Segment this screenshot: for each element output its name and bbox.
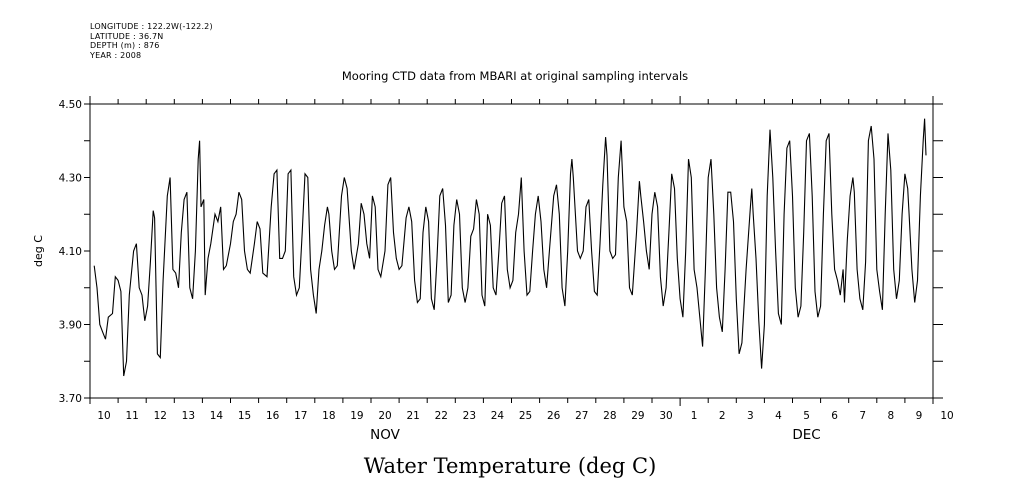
y-tick-label: 3.70 — [59, 393, 82, 405]
x-tick-label: 14 — [210, 410, 224, 422]
x-tick-label: 11 — [125, 410, 138, 422]
x-tick-label: 29 — [631, 410, 644, 422]
x-tick-label: 20 — [378, 410, 391, 422]
x-tick-label: 2 — [719, 410, 726, 422]
x-axis: 10 11 12 13 14 15 16 17 18 19 20 21 22 23 24 25 26 27 28 29… — [89, 96, 954, 422]
x-tick-label: 28 — [603, 410, 616, 422]
y-tick-label: 3.90 — [59, 320, 82, 332]
x-tick-label: 1 — [691, 410, 698, 422]
figure-caption: Water Temperature (deg C) — [363, 454, 657, 478]
x-tick-label: 24 — [491, 410, 505, 422]
x-tick-label: 19 — [350, 410, 363, 422]
x-tick-label: 26 — [547, 410, 561, 422]
meta-latitude: LATITUDE : 36.7N — [90, 31, 164, 41]
month-label: NOV — [370, 427, 400, 443]
chart-title: Mooring CTD data from MBARI at original … — [341, 69, 689, 83]
x-tick-label: 7 — [859, 410, 866, 422]
x-tick-label: 13 — [182, 410, 195, 422]
x-tick-label: 10 — [97, 410, 110, 422]
x-tick-label: 4 — [775, 410, 782, 422]
x-tick-label: 25 — [519, 410, 532, 422]
x-tick-label: 15 — [238, 410, 251, 422]
x-tick-label: 9 — [916, 410, 923, 422]
x-tick-label: 30 — [659, 410, 672, 422]
x-tick-label: 17 — [294, 410, 307, 422]
x-tick-label: 18 — [322, 410, 335, 422]
x-tick-label: 5 — [803, 410, 810, 422]
x-tick-label: 16 — [266, 410, 280, 422]
month-label: DEC — [792, 427, 820, 443]
x-tick-label: 10 — [940, 410, 953, 422]
meta-longitude: LONGITUDE : 122.2W(-122.2) — [90, 22, 213, 31]
meta-year: YEAR : 2008 — [90, 50, 142, 60]
month-labels: NOV DEC — [370, 427, 821, 443]
x-tick-label: 22 — [435, 410, 448, 422]
metadata-block: LONGITUDE : 122.2W(-122.2) LATITUDE : 36… — [90, 22, 213, 60]
x-tick-label: 23 — [463, 410, 476, 422]
x-tick-label: 12 — [154, 410, 167, 422]
y-tick-label: 4.10 — [59, 246, 82, 258]
x-tick-label: 6 — [831, 410, 838, 422]
y-tick-label: 4.50 — [59, 99, 82, 111]
y-axis: 3.70 3.90 4.10 4.30 4.50 — [59, 99, 943, 405]
x-tick-label: 21 — [406, 410, 419, 422]
series-line-water-temperature — [93, 118, 927, 377]
plot-frame — [84, 96, 943, 404]
x-tick-label: 27 — [575, 410, 588, 422]
x-tick-label: 8 — [888, 410, 895, 422]
x-tick-label: 3 — [747, 410, 754, 422]
y-tick-label: 4.30 — [59, 173, 82, 185]
y-axis-label: deg C — [32, 235, 45, 267]
meta-depth: DEPTH (m) : 876 — [90, 41, 160, 50]
